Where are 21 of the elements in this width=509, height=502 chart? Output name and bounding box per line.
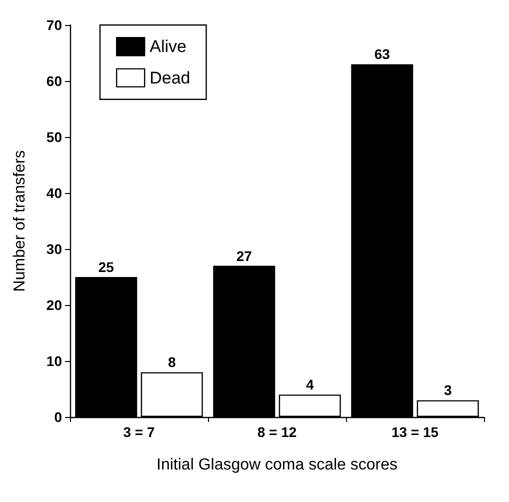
y-tick-label: 60	[46, 73, 62, 89]
y-tick-label: 70	[46, 17, 62, 33]
data-label: 25	[98, 259, 114, 275]
legend-label: Dead	[150, 68, 190, 88]
y-tick-label: 40	[46, 185, 62, 201]
y-axis-title: Number of transfers	[12, 150, 28, 292]
x-axis-title: Initial Glasgow coma scale scores	[156, 456, 398, 474]
data-label: 63	[374, 46, 390, 62]
x-tick-label: 3 = 7	[123, 424, 155, 440]
x-tick-label: 8 = 12	[257, 424, 297, 440]
data-label: 8	[168, 354, 176, 370]
y-tick-label: 20	[46, 297, 62, 313]
y-tick-label: 10	[46, 353, 62, 369]
y-tick-label: 0	[54, 409, 62, 425]
x-tick-label: 13 = 15	[391, 424, 439, 440]
y-tick-label: 30	[46, 241, 62, 257]
data-label: 3	[444, 382, 452, 398]
data-label: 4	[306, 376, 314, 393]
legend-label: Alive	[150, 37, 186, 56]
data-label: 27	[236, 248, 252, 264]
y-tick-label: 50	[46, 129, 62, 145]
